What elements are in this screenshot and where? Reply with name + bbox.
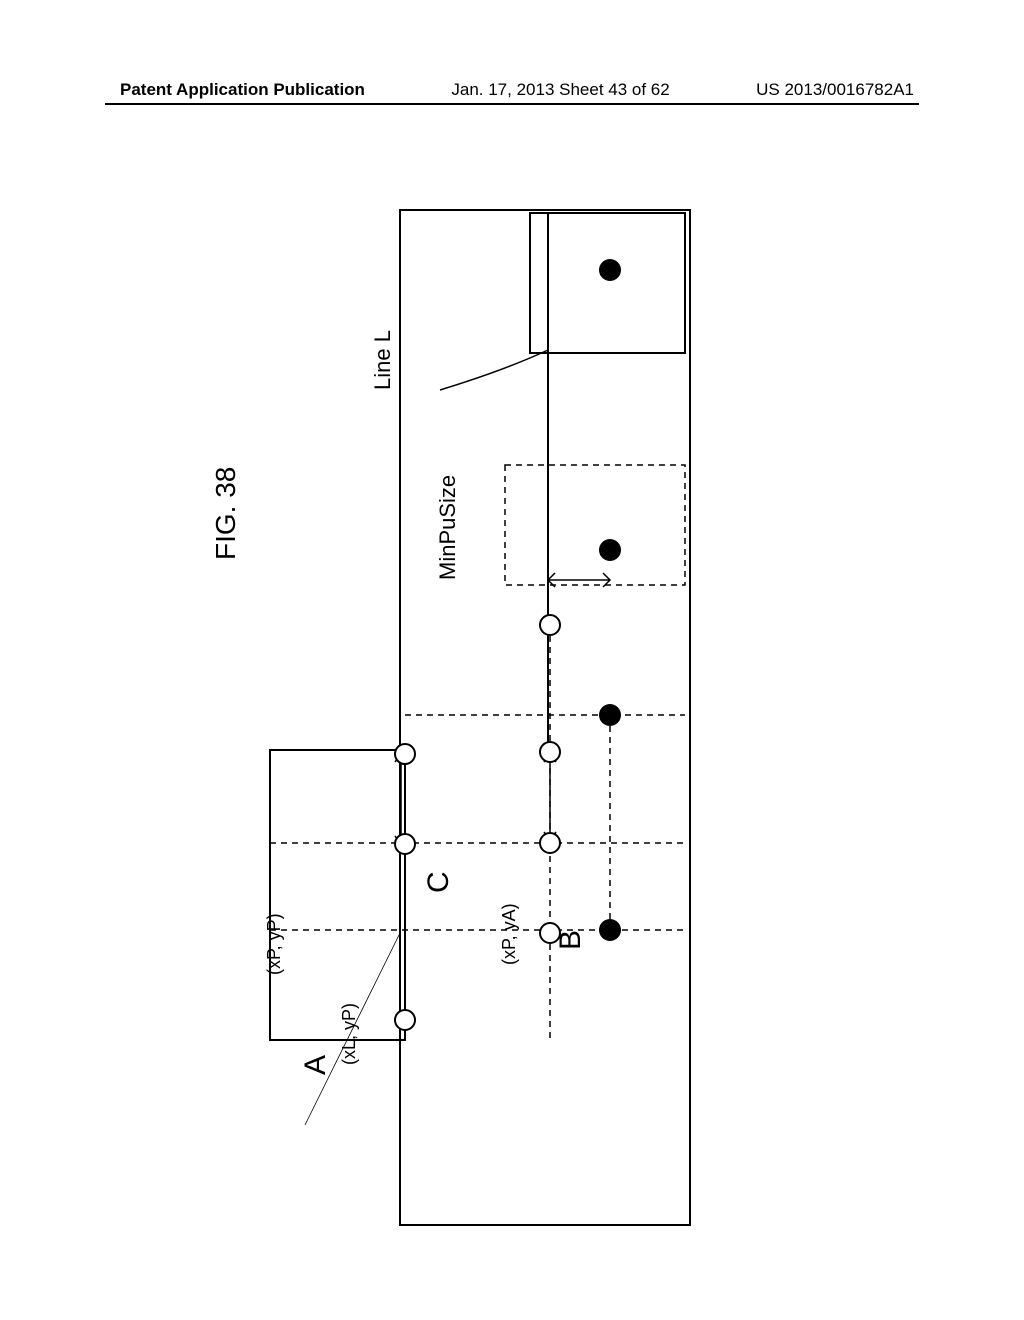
label-xpya: (xP, yA) <box>499 903 519 965</box>
line-l-leader <box>440 350 548 390</box>
label-c: C <box>422 871 455 893</box>
header-right: US 2013/0016782A1 <box>756 80 914 100</box>
label-xlyp: (xL, yP) <box>339 1003 359 1065</box>
figure-diagram: FIG. 38 Line L MinPuSize <box>105 140 919 1240</box>
line-l-label: Line L <box>370 330 395 390</box>
open-dot <box>540 742 560 762</box>
label-b: B <box>554 930 587 950</box>
header-center: Jan. 17, 2013 Sheet 43 of 62 <box>451 80 669 100</box>
solid-dot <box>599 259 621 281</box>
header-left: Patent Application Publication <box>120 80 365 100</box>
label-a: A <box>299 1055 332 1075</box>
solid-dot <box>599 919 621 941</box>
header-divider <box>105 103 919 105</box>
page-header: Patent Application Publication Jan. 17, … <box>0 80 1024 100</box>
open-dot <box>395 744 415 764</box>
open-dot <box>395 1010 415 1030</box>
open-dot <box>540 615 560 635</box>
small-block <box>530 213 685 353</box>
open-dot <box>540 833 560 853</box>
solid-dot <box>599 539 621 561</box>
outer-box <box>400 210 690 1225</box>
figure-label: FIG. 38 <box>210 467 241 560</box>
minpusize-label: MinPuSize <box>435 475 460 580</box>
figure-container: FIG. 38 Line L MinPuSize <box>105 140 919 1240</box>
label-xpyp: (xP, yP) <box>264 913 284 975</box>
block-a-box <box>270 750 405 1040</box>
dashed-box <box>505 465 685 585</box>
open-dot <box>395 834 415 854</box>
solid-dot <box>599 704 621 726</box>
